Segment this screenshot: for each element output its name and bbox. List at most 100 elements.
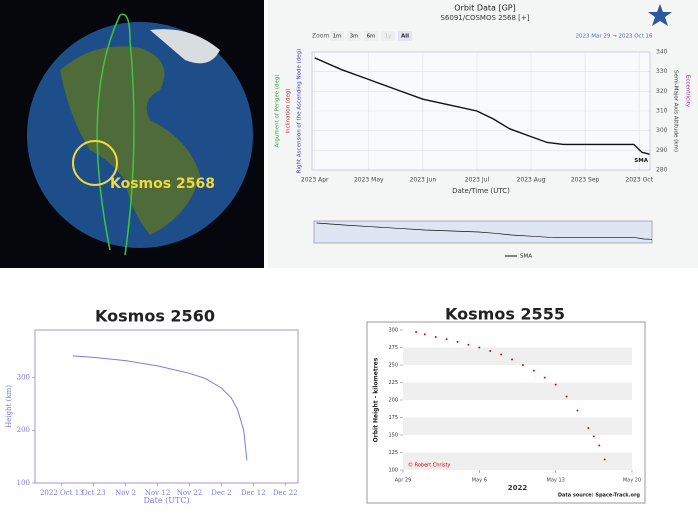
zoom-button[interactable] <box>364 31 378 41</box>
point <box>415 331 418 334</box>
point <box>587 427 590 429</box>
y-tick-label: 250 <box>388 363 398 369</box>
grid-band <box>403 347 632 365</box>
date-range: 2023 Mar 29 → 2023 Oct 16 <box>576 34 653 40</box>
point <box>478 346 481 349</box>
x-tick-label: 2023 Aug <box>517 177 546 184</box>
plot-frame <box>311 51 651 171</box>
grid-band <box>403 382 632 400</box>
point <box>565 395 568 398</box>
y2-tick-label: 280 <box>656 167 668 174</box>
x-axis-label: 2022 <box>508 484 528 492</box>
zoom-button-label[interactable]: All <box>401 34 409 40</box>
y2-tick-label: 310 <box>656 108 668 115</box>
series-line <box>314 57 651 155</box>
point <box>532 369 535 372</box>
chart-title: Kosmos 2555 <box>445 305 565 324</box>
y-tick-label: 150 <box>388 433 398 439</box>
source: Data source: Space-Track.org <box>558 493 641 499</box>
land <box>60 46 200 235</box>
y2-axis-label: Semi-Major Axis Altitude (km) <box>673 70 679 152</box>
point <box>521 364 524 366</box>
x-tick-label: Nov 2 <box>115 489 136 497</box>
y-tick-label: 225 <box>388 380 398 386</box>
point <box>445 338 448 341</box>
point <box>456 340 459 343</box>
x-tick-label: 2023 Oct <box>625 177 653 184</box>
y-tick-label: 300 <box>17 373 30 381</box>
x-axis-label: Date (UTC) <box>143 496 189 505</box>
y2-tick-label: 320 <box>656 88 668 95</box>
point <box>489 350 492 352</box>
orbit-track <box>96 14 121 251</box>
y-tick-label: 275 <box>388 345 398 351</box>
logo <box>648 4 672 26</box>
x-tick-label: 2023 Jun <box>410 177 437 184</box>
x-tick-label: May 6 <box>472 478 487 484</box>
x-tick-label: Dec 2 <box>211 489 231 497</box>
x-tick-label: May 13 <box>547 478 565 484</box>
x-tick-label: Oct 23 <box>82 489 106 497</box>
ice <box>150 29 220 64</box>
zoom-button[interactable] <box>398 31 412 41</box>
point <box>511 358 514 361</box>
legend-label[interactable]: SMA <box>520 254 532 260</box>
series-end-label: SMA <box>634 158 648 164</box>
y2-tick-label: 300 <box>656 127 668 134</box>
point <box>603 458 606 461</box>
x-tick-label: Nov 12 <box>145 489 170 497</box>
y-axis-label: Right Ascension of the Ascending Node (d… <box>297 49 303 174</box>
navigator-line <box>316 222 653 240</box>
satellite-label: Kosmos 2568 <box>110 176 215 192</box>
x-axis-label: Date/Time (UTC) <box>452 187 510 195</box>
zoom-button-label[interactable]: 1y <box>385 34 392 40</box>
zoom-label: Zoom <box>312 33 329 40</box>
zoom-button[interactable] <box>330 31 344 41</box>
zoom-button-label[interactable]: 6m <box>367 34 376 40</box>
x-tick-label: Dec 12 <box>241 489 266 497</box>
x-tick-label: 2023 Jul <box>465 177 490 184</box>
point <box>423 333 426 336</box>
y2-tick-label: 290 <box>656 147 668 154</box>
x-tick-label: 2023 Apr <box>301 177 329 184</box>
y-tick-label: 300 <box>388 328 398 334</box>
chart-title: Kosmos 2560 <box>95 307 215 326</box>
y-axis-label: Orbit Height - kilometres <box>373 357 380 442</box>
x-tick-label: Dec 22 <box>273 489 298 497</box>
x-tick-label: Apr 29 <box>395 478 412 484</box>
point <box>543 376 546 379</box>
y-axis-label: Height (km) <box>5 385 13 428</box>
grid-band <box>403 417 632 435</box>
x-tick-label: 2023 May <box>354 177 384 184</box>
y-tick-label: 125 <box>388 450 398 456</box>
point <box>500 353 503 356</box>
y-axis-label: Inclination (deg) <box>286 89 292 134</box>
zoom-button[interactable] <box>381 31 395 41</box>
orbit-track <box>119 13 135 256</box>
zoom-button[interactable] <box>347 31 361 41</box>
y2-axis-label: Eccentricity <box>685 75 691 108</box>
x-tick-label: 2023 Sep <box>571 177 600 184</box>
point <box>554 383 557 386</box>
zoom-button-label[interactable]: 3m <box>350 34 359 40</box>
point <box>434 336 437 338</box>
y-tick-label: 100 <box>17 479 30 487</box>
x-tick-label: May 20 <box>623 478 641 484</box>
y-tick-label: 200 <box>17 426 30 434</box>
chart-title: Orbit Data [GP] <box>454 4 515 13</box>
point <box>592 435 595 438</box>
satellite-marker <box>72 140 118 186</box>
x-tick-label: Nov 22 <box>177 489 202 497</box>
y-tick-label: 100 <box>388 468 398 474</box>
chart-subtitle: S6091/COSMOS 2568 [+] <box>440 14 529 22</box>
y-tick-label: 175 <box>388 415 398 421</box>
credit: © Robert Christy <box>408 462 450 469</box>
y-axis-label: Argument of Perigee (deg) <box>275 74 281 147</box>
series-line <box>72 355 248 461</box>
y2-tick-label: 330 <box>656 68 668 75</box>
plot-area <box>34 329 299 484</box>
point <box>598 444 601 447</box>
y-tick-label: 200 <box>388 398 398 404</box>
zoom-button-label[interactable]: 1m <box>333 34 342 40</box>
